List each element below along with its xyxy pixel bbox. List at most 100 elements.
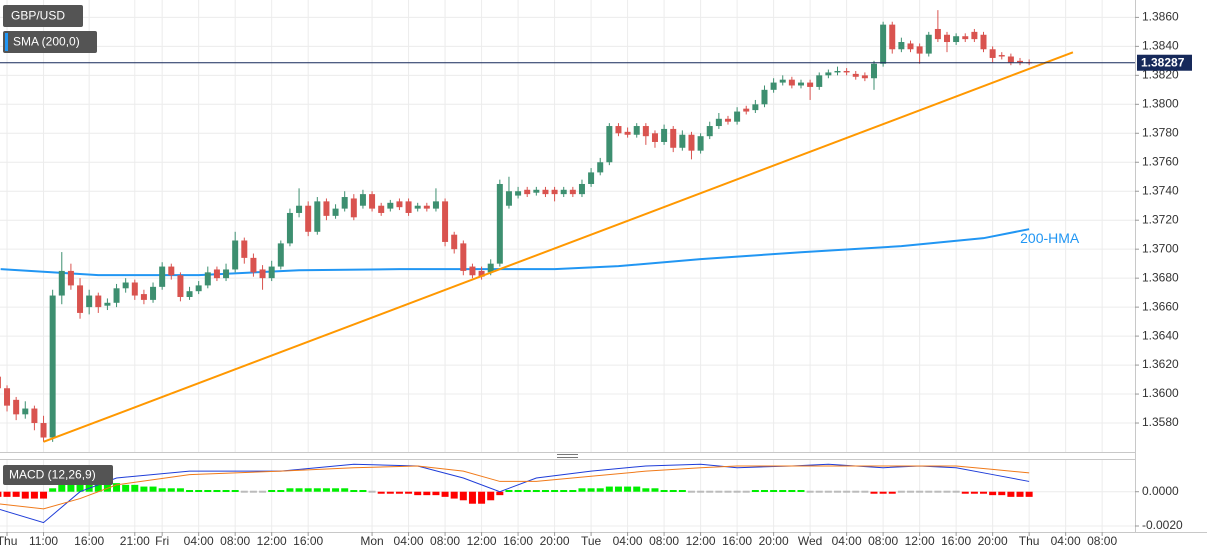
candle-body (58, 270, 65, 296)
candle-body (870, 63, 877, 79)
candle-body (962, 36, 969, 40)
histogram-bar (806, 490, 814, 493)
x-tick-label: 12:00 (257, 534, 287, 548)
histogram-bar (76, 481, 84, 492)
histogram-bar (697, 490, 705, 493)
x-tick-label: 08:00 (220, 534, 250, 548)
candle-body (478, 270, 485, 277)
histogram-bar (614, 486, 622, 492)
histogram-bar (423, 491, 431, 496)
histogram-bar (414, 491, 422, 496)
candle-body (67, 270, 74, 286)
candle-body (396, 201, 403, 208)
x-tick-label: 11:00 (29, 534, 58, 548)
x-tick-label: 16:00 (74, 534, 104, 548)
histogram-bar (259, 490, 267, 493)
histogram-bar (870, 491, 878, 494)
candle-body (259, 269, 266, 279)
legend-badge[interactable] (3, 31, 97, 53)
histogram-bar (304, 488, 312, 492)
histogram-bar (879, 491, 887, 494)
legend-label: SMA (200,0) (13, 35, 80, 49)
histogram-bar (861, 490, 869, 493)
x-tick-label: 16:00 (722, 534, 752, 548)
histogram-bar (450, 491, 458, 499)
histogram-bar (569, 490, 577, 492)
histogram-bar (113, 483, 121, 492)
candle-body (697, 136, 704, 151)
y-tick-label: 1.3600 (1142, 386, 1179, 400)
histogram-bar (779, 490, 787, 492)
histogram-bar (943, 490, 951, 493)
y-tick-label: 1.3580 (1142, 415, 1179, 429)
histogram-bar (624, 486, 632, 492)
y-tick-label: 1.3620 (1142, 357, 1179, 371)
x-tick-label: Thu (1019, 534, 1040, 548)
x-tick-label: 12:00 (686, 534, 716, 548)
candle-body (277, 243, 284, 267)
x-tick-label: 16:00 (503, 534, 533, 548)
candle-body (414, 205, 421, 209)
legend-badge[interactable] (3, 465, 113, 485)
histogram-bar (268, 490, 276, 492)
candle-body (442, 201, 449, 242)
candle-body (31, 408, 38, 424)
y-tick-label: -0.0020 (1142, 518, 1183, 532)
histogram-bar (788, 490, 796, 492)
histogram-bar (961, 491, 969, 494)
histogram-bar (980, 491, 988, 494)
histogram-bar (240, 490, 248, 493)
histogram-bar (1025, 491, 1033, 497)
candle-body (387, 202, 394, 209)
y-tick-label: 1.3780 (1142, 125, 1179, 139)
last-price-badge (1137, 54, 1192, 71)
histogram-bar (350, 490, 358, 492)
candle-body (405, 201, 412, 213)
histogram-bar (925, 490, 933, 493)
histogram-bar (377, 491, 385, 494)
candle-body (232, 240, 239, 270)
resize-handle[interactable] (557, 454, 578, 458)
histogram-bar (715, 490, 723, 493)
candle-body (761, 89, 768, 105)
candle-body (95, 295, 102, 308)
histogram-bar (687, 490, 695, 493)
candle-body (743, 108, 750, 112)
candle-body (788, 79, 795, 86)
histogram-bar (140, 486, 148, 492)
x-tick-label: Tue (581, 534, 602, 548)
histogram-bar (386, 491, 394, 494)
histogram-bar (843, 490, 851, 493)
histogram-bar (989, 491, 997, 496)
overlay: GBP/USD SMA (200,0) MACD (12,26,9) 1.358… (0, 5, 1192, 548)
histogram-bar (916, 490, 924, 493)
histogram-bar (359, 490, 367, 492)
candle-body (998, 55, 1005, 57)
histogram-bar (678, 490, 686, 492)
histogram-bar (295, 488, 303, 492)
histogram-bar (651, 488, 659, 492)
candle-body (49, 295, 56, 438)
candle-body (615, 126, 622, 134)
candle-body (770, 82, 777, 90)
y-tick-label: 1.3820 (1142, 68, 1179, 82)
candle-body (4, 388, 11, 406)
candle-body (332, 208, 339, 216)
candle-body (606, 126, 613, 163)
histogram-bar (487, 491, 495, 501)
x-tick-label: 08:00 (868, 534, 898, 548)
candle-body (505, 191, 512, 206)
histogram-bar (541, 490, 549, 492)
candle-body (186, 291, 193, 297)
candle-body (752, 104, 759, 111)
candle-body (880, 24, 887, 64)
histogram-bar (970, 491, 978, 494)
histogram-bar (706, 490, 714, 493)
candle-body (642, 126, 649, 137)
x-tick-label: 12:00 (905, 534, 935, 548)
y-tick-label: 1.3640 (1142, 328, 1179, 342)
candle-body (651, 133, 658, 142)
histogram-bar (523, 490, 531, 492)
legend-badge[interactable] (3, 5, 83, 27)
y-tick-label: 1.3800 (1142, 96, 1179, 110)
